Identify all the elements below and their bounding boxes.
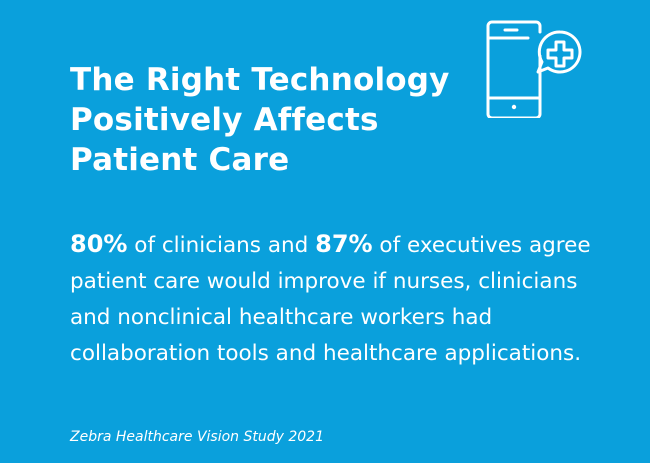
headline-line-1: The Right Technology bbox=[70, 62, 450, 98]
statement-text-1: of clinicians and bbox=[127, 233, 316, 258]
headline-line-3: Patient Care bbox=[70, 142, 290, 178]
headline-line-2: Positively Affects bbox=[70, 102, 379, 138]
statistic-statement: 80% of clinicians and 87% of executives … bbox=[70, 226, 610, 372]
stat-clinicians: 80% bbox=[70, 230, 128, 258]
headline: The Right Technology Positively Affects … bbox=[70, 60, 490, 180]
smartphone-medical-cross-icon bbox=[486, 20, 582, 118]
source-citation: Zebra Healthcare Vision Study 2021 bbox=[70, 429, 324, 445]
statement-text-2: of executives agree patient care would i… bbox=[70, 233, 591, 366]
stat-executives: 87% bbox=[315, 230, 373, 258]
